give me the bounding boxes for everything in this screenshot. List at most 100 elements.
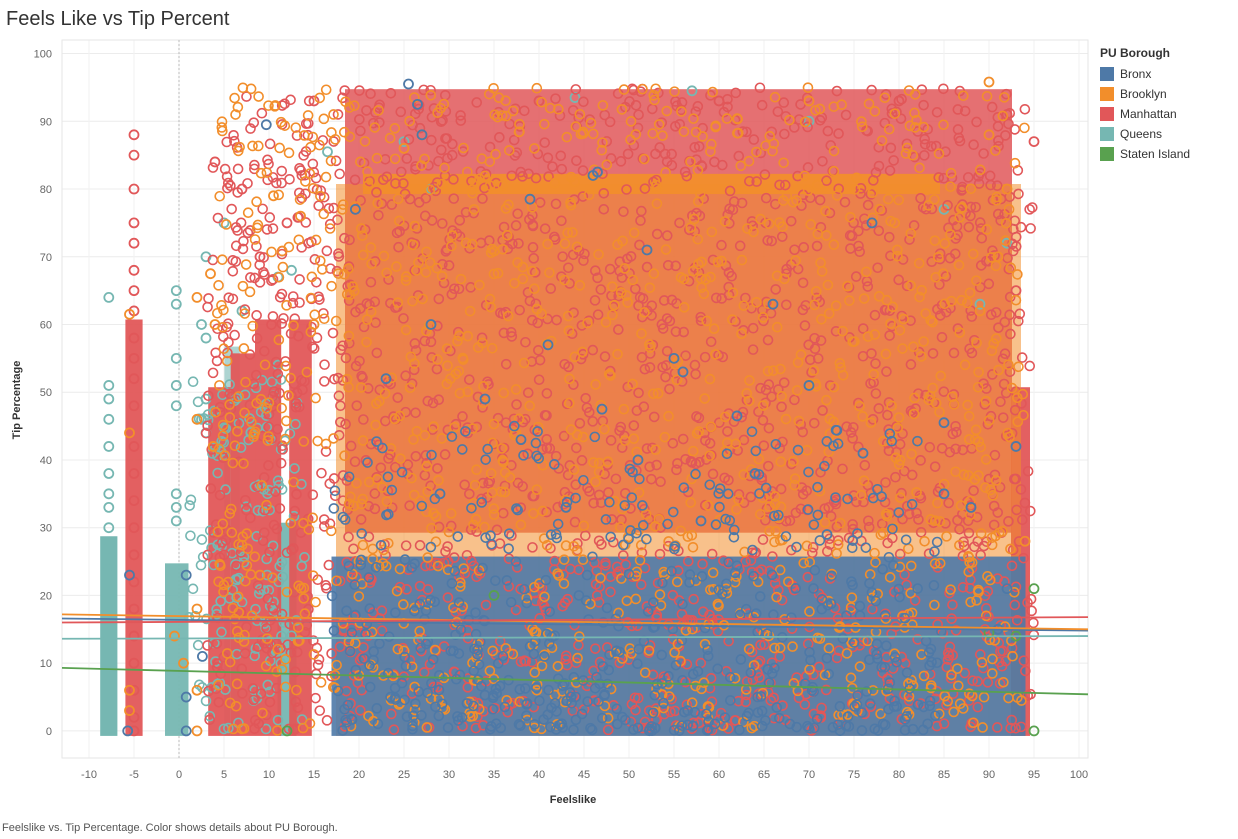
point-brooklyn (478, 381, 489, 392)
point-manhattan (339, 232, 350, 244)
point-manhattan (910, 403, 921, 414)
point-bronx (597, 660, 609, 672)
point-bronx (766, 569, 778, 581)
point-manhattan (658, 708, 670, 720)
point-manhattan (252, 641, 264, 653)
point-brooklyn (421, 246, 432, 258)
point-bronx (723, 556, 734, 568)
point-brooklyn (409, 704, 421, 716)
point-bronx (767, 298, 779, 310)
point-bronx (461, 698, 473, 709)
point-manhattan (426, 352, 438, 363)
point-brooklyn (357, 435, 369, 446)
point-brooklyn (644, 282, 656, 294)
point-manhattan (579, 248, 590, 260)
point-brooklyn (441, 343, 453, 354)
point-brooklyn (574, 280, 586, 291)
point-brooklyn (906, 448, 917, 460)
point-manhattan (568, 307, 579, 318)
point-manhattan (584, 486, 595, 497)
point-manhattan (454, 231, 466, 242)
x-tick-label: -10 (81, 769, 97, 781)
y-tick-label: 0 (46, 726, 52, 738)
legend-item-bronx[interactable]: Bronx (1100, 64, 1190, 84)
x-axis-ticks: -10 -5 0 5 10 15 20 25 30 35 40 45 50 55 60 65 70 75 80 85 9… (81, 769, 1088, 781)
point-bronx (924, 695, 936, 707)
point-brooklyn (897, 343, 908, 354)
point-manhattan (293, 330, 304, 342)
legend-item-staten-island[interactable]: Staten Island (1100, 144, 1190, 164)
point-bronx (938, 417, 950, 429)
point-bronx (521, 699, 532, 710)
point-manhattan (555, 150, 567, 162)
point-manhattan (664, 383, 675, 395)
point-manhattan (746, 646, 758, 658)
point-manhattan (773, 584, 784, 596)
point-manhattan (254, 251, 266, 263)
legend-label: Queens (1120, 127, 1163, 141)
point-bronx (791, 541, 802, 553)
point-bronx (487, 703, 499, 715)
point-brooklyn (706, 226, 718, 238)
point-manhattan (973, 178, 985, 189)
point-brooklyn (124, 705, 135, 716)
point-brooklyn (707, 567, 719, 579)
point-manhattan (386, 708, 397, 720)
point-brooklyn (307, 183, 319, 194)
point-bronx (852, 690, 863, 701)
point-manhattan (759, 169, 771, 180)
point-manhattan (457, 146, 469, 157)
point-bronx (552, 518, 564, 530)
point-bronx (648, 597, 659, 608)
point-brooklyn (990, 145, 1001, 156)
point-manhattan (244, 399, 256, 411)
point-brooklyn (477, 337, 488, 349)
point-manhattan (688, 593, 699, 605)
point-brooklyn (407, 295, 418, 307)
point-bronx (539, 651, 550, 662)
legend-item-manhattan[interactable]: Manhattan (1100, 104, 1190, 124)
point-brooklyn (918, 336, 929, 347)
point-manhattan (307, 341, 318, 353)
point-manhattan (480, 599, 492, 611)
point-bronx (604, 496, 615, 508)
point-bronx (832, 719, 844, 730)
point-brooklyn (719, 216, 731, 227)
y-tick-label: 70 (40, 252, 52, 264)
point-manhattan (618, 206, 629, 217)
point-manhattan (541, 433, 553, 445)
point-brooklyn (417, 293, 428, 305)
point-brooklyn (460, 237, 472, 249)
point-bronx (883, 551, 895, 563)
point-bronx (531, 450, 543, 462)
point-brooklyn (791, 385, 803, 396)
point-manhattan (128, 495, 140, 507)
point-manhattan (797, 488, 809, 500)
point-brooklyn (496, 110, 508, 121)
point-brooklyn (565, 424, 577, 435)
point-brooklyn (331, 659, 342, 671)
point-brooklyn (621, 595, 633, 607)
point-manhattan (661, 345, 673, 357)
legend-item-brooklyn[interactable]: Brooklyn (1100, 84, 1190, 104)
point-manhattan (291, 130, 303, 141)
point-queens (103, 413, 115, 425)
point-brooklyn (618, 403, 630, 415)
point-queens (170, 515, 182, 527)
point-bronx (637, 500, 648, 511)
point-brooklyn (884, 572, 896, 583)
legend-item-queens[interactable]: Queens (1100, 124, 1190, 144)
point-manhattan (528, 490, 540, 502)
point-brooklyn (669, 86, 680, 97)
point-manhattan (344, 234, 355, 246)
point-manhattan (425, 336, 437, 348)
point-bronx (709, 718, 721, 730)
point-brooklyn (676, 106, 687, 117)
point-brooklyn (577, 431, 589, 443)
point-queens (274, 561, 285, 572)
point-bronx (409, 605, 420, 617)
point-queens (103, 562, 115, 574)
point-manhattan (393, 241, 404, 253)
point-manhattan (303, 95, 315, 107)
point-manhattan (355, 705, 366, 716)
